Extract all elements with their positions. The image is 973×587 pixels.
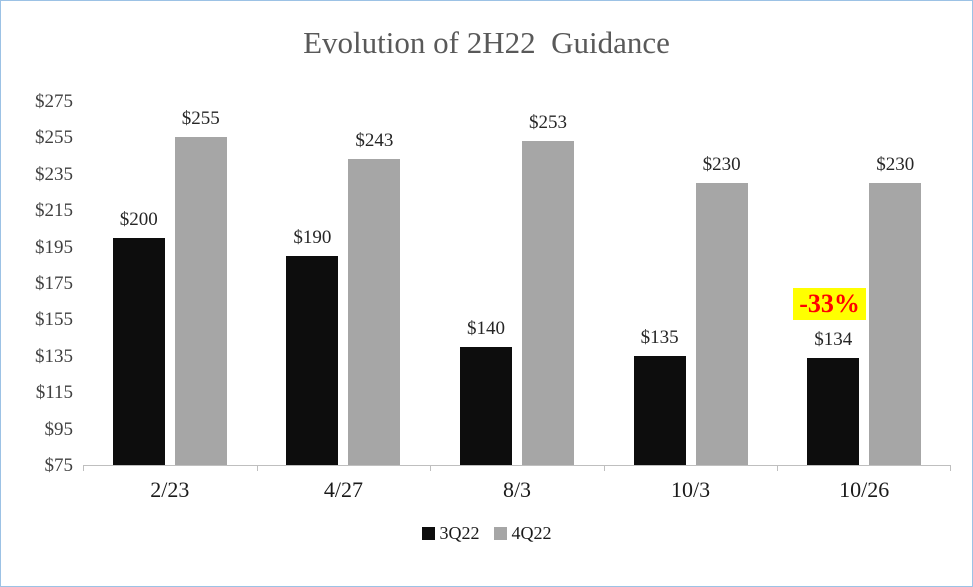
bar-4q22-8/3	[522, 141, 574, 465]
legend-item-3q22: 3Q22	[421, 523, 480, 544]
bar-3q22-8/3	[460, 346, 512, 465]
bar-value-label: $230	[876, 153, 915, 175]
bar-3q22-4/27	[286, 255, 339, 465]
bar-value-label: $135	[640, 326, 679, 348]
bar-value-label: $140	[467, 317, 505, 339]
legend-item-4q22: 4Q22	[493, 523, 552, 544]
x-axis-tick	[603, 465, 605, 471]
x-category-label: 10/3	[671, 477, 711, 502]
bar-value-label: $134	[814, 328, 853, 350]
bar-4q22-2/23	[174, 137, 227, 465]
x-axis-tick	[950, 465, 951, 471]
x-category-label: 2/23	[150, 477, 190, 502]
bar-value-label: $230	[702, 153, 741, 175]
bar-4q22-4/27	[348, 159, 401, 465]
y-axis: $275 $255 $235 $215 $195 $175 $155 $135 $115 $95 $…	[11, 92, 74, 475]
y-tick-label: $75	[44, 455, 74, 476]
bar-value-label: $200	[119, 208, 158, 230]
y-tick-label: $135	[35, 345, 73, 367]
bar-value-label: $255	[181, 108, 220, 130]
x-axis-tick	[256, 465, 258, 471]
legend-label: 3Q22	[439, 523, 480, 543]
y-tick-label: $215	[35, 200, 73, 222]
bar-4q22-10/26	[869, 182, 922, 465]
legend: 3Q22 4Q22	[1, 523, 972, 544]
legend-swatch-4q22	[493, 527, 507, 540]
y-tick-label: $155	[35, 309, 73, 331]
legend-label: 4Q22	[511, 523, 552, 543]
y-tick-label: $115	[35, 382, 73, 404]
bar-4q22-10/3	[695, 182, 748, 465]
y-tick-label: $95	[44, 418, 74, 440]
y-tick-label: $175	[35, 273, 73, 294]
x-category-label: 8/3	[502, 477, 532, 502]
y-tick-label: $275	[35, 91, 73, 112]
chart-title: Evolution of 2H22 Guidance	[303, 25, 670, 60]
bar-value-label: $253	[529, 112, 567, 134]
x-category-label: 10/26	[839, 477, 890, 502]
bar-3q22-10/3	[633, 355, 686, 465]
x-axis-tick	[83, 465, 84, 471]
bar-value-label: $243	[355, 130, 394, 152]
y-tick-label: $255	[35, 127, 73, 149]
annotation-badge: -33%	[793, 287, 866, 320]
x-axis-tick	[430, 465, 432, 471]
bar-value-label: $190	[293, 226, 332, 248]
bar-3q22-2/23	[112, 237, 165, 465]
x-axis-tick	[777, 465, 779, 471]
legend-swatch-3q22	[421, 527, 435, 540]
bar-3q22-10/26	[807, 357, 860, 465]
x-category-label: 4/27	[323, 477, 363, 502]
x-axis-line	[83, 465, 951, 466]
y-tick-label: $195	[35, 236, 73, 258]
y-tick-label: $235	[35, 163, 73, 185]
plot-area: $200 $255 $190 $243 $140 $253 $135 $230 $134 $230…	[83, 101, 951, 471]
